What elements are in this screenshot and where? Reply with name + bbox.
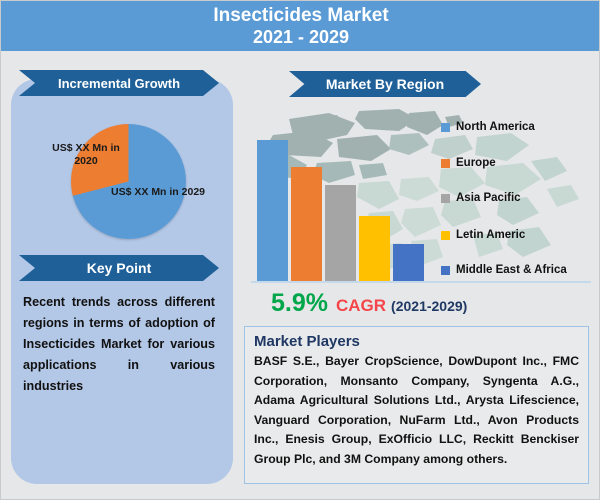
- legend-label: Europe: [456, 157, 496, 169]
- legend-item-letin-americ: Letin Americ: [441, 229, 525, 241]
- bar-series: [257, 131, 437, 281]
- market-players-text: BASF S.E., Bayer CropScience, DowDupont …: [254, 354, 579, 466]
- bar-europe: [291, 166, 322, 281]
- bar-north-america: [257, 140, 288, 281]
- legend-swatch-icon: [441, 122, 450, 132]
- legend-swatch-icon: [441, 230, 450, 240]
- bar-asia-pacific: [325, 185, 356, 281]
- legend-label: Asia Pacific: [456, 192, 521, 204]
- bar-middle-east-africa: [393, 244, 424, 281]
- market-players-box: Market Players BASF S.E., Bayer CropScie…: [244, 326, 589, 484]
- legend-label: Letin Americ: [456, 229, 526, 241]
- legend-label: North America: [456, 121, 535, 133]
- key-point-text: Recent trends across different regions i…: [23, 295, 215, 393]
- cagr-period: (2021-2029): [391, 298, 468, 314]
- legend-label: Middle East & Africa: [456, 264, 567, 276]
- legend-item-north-america: North America: [441, 121, 535, 133]
- legend-item-middle-east-africa: Middle East & Africa: [441, 264, 567, 276]
- market-by-region-chart: North America Europe Asia Pacific Letin Ame…: [241, 105, 593, 283]
- bar-letin-americ: [359, 216, 390, 281]
- pie-label-2029: US$ XX Mn in 2029: [111, 186, 205, 198]
- legend-item-asia-pacific: Asia Pacific: [441, 192, 521, 204]
- chart-baseline: [251, 281, 591, 283]
- banner-market-by-region: Market By Region: [289, 71, 481, 97]
- page-title: Insecticides Market: [213, 4, 389, 26]
- page-subtitle-years: 2021 - 2029: [252, 26, 350, 47]
- incremental-growth-pie-chart: [71, 124, 186, 239]
- pie-label-2020: US$ XX Mn in 2020: [52, 142, 120, 167]
- banner-key-point: Key Point: [19, 255, 219, 281]
- pie-slices: [71, 124, 186, 239]
- legend-swatch-icon: [441, 265, 450, 275]
- page-header: Insecticides Market 2021 - 2029: [1, 1, 599, 51]
- legend-swatch-icon: [441, 193, 450, 203]
- legend-swatch-icon: [441, 158, 450, 168]
- cagr-line: 5.9% CAGR (2021-2029): [271, 289, 467, 318]
- legend-item-europe: Europe: [441, 157, 496, 169]
- market-players-title: Market Players: [254, 333, 360, 350]
- cagr-value: 5.9%: [271, 289, 328, 317]
- cagr-word: CAGR: [335, 296, 387, 315]
- banner-incremental-growth: Incremental Growth: [19, 70, 219, 96]
